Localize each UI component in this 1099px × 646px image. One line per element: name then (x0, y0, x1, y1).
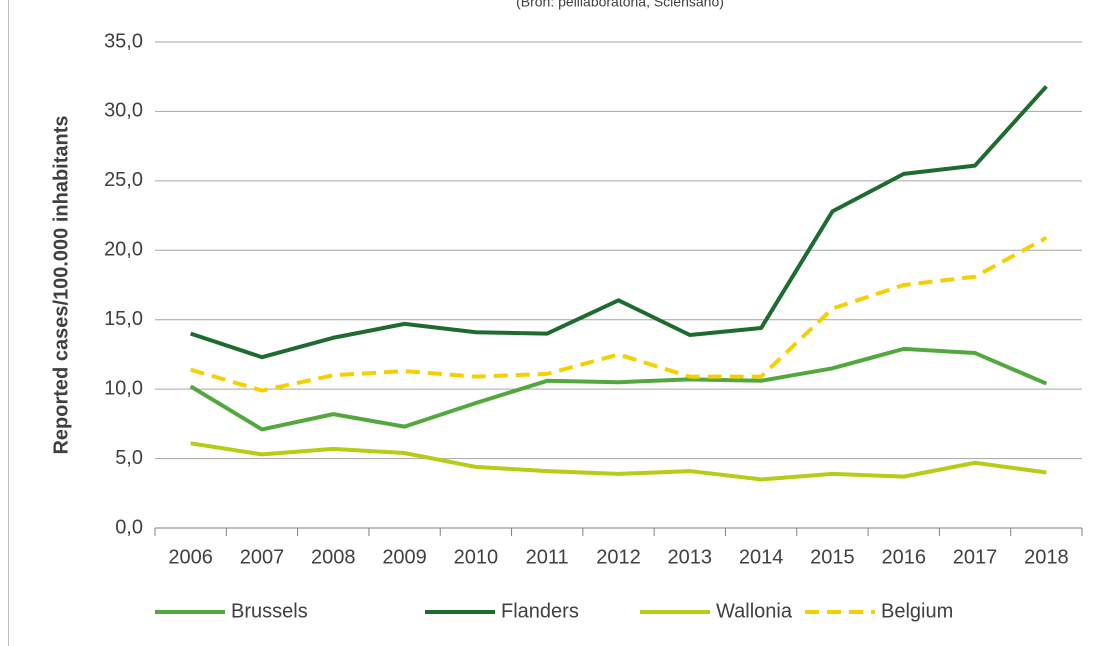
y-tick-label: 35,0 (104, 30, 143, 52)
x-tick-label: 2007 (240, 546, 285, 568)
x-tick-label: 2011 (526, 546, 569, 568)
legend-label: Wallonia (716, 600, 793, 622)
x-tick-label: 2018 (1024, 546, 1069, 568)
y-tick-label: 15,0 (104, 308, 143, 330)
x-tick-label: 2006 (168, 546, 213, 568)
y-axis-label: Reported cases/100.000 inhabitants (50, 115, 72, 454)
series-line (189, 346, 1048, 432)
x-tick-label: 2009 (382, 546, 427, 568)
y-tick-label: 30,0 (104, 100, 143, 122)
series-line (190, 441, 1047, 482)
legend-label: Brussels (231, 600, 308, 622)
series-line (190, 85, 1048, 360)
x-tick-label: 2008 (311, 546, 356, 568)
x-tick-label: 2013 (668, 546, 713, 568)
x-tick-label: 2010 (454, 546, 499, 568)
x-tick-label: 2015 (810, 546, 855, 568)
y-tick-label: 5,0 (115, 447, 143, 469)
y-tick-label: 20,0 (104, 239, 143, 261)
x-tick-label: 2017 (953, 546, 998, 568)
x-tick-label: 2012 (596, 546, 641, 568)
x-tick-label: 2014 (739, 546, 784, 568)
y-tick-label: 0,0 (115, 516, 143, 538)
legend-label: Belgium (881, 600, 953, 622)
series-line (190, 236, 1048, 393)
legend-label: Flanders (501, 600, 579, 622)
y-tick-label: 25,0 (104, 169, 143, 191)
y-tick-label: 10,0 (104, 377, 143, 399)
x-tick-label: 2016 (881, 546, 926, 568)
chart-subtitle: (Bron: peillaboratoria, Sciensano) (516, 0, 724, 10)
